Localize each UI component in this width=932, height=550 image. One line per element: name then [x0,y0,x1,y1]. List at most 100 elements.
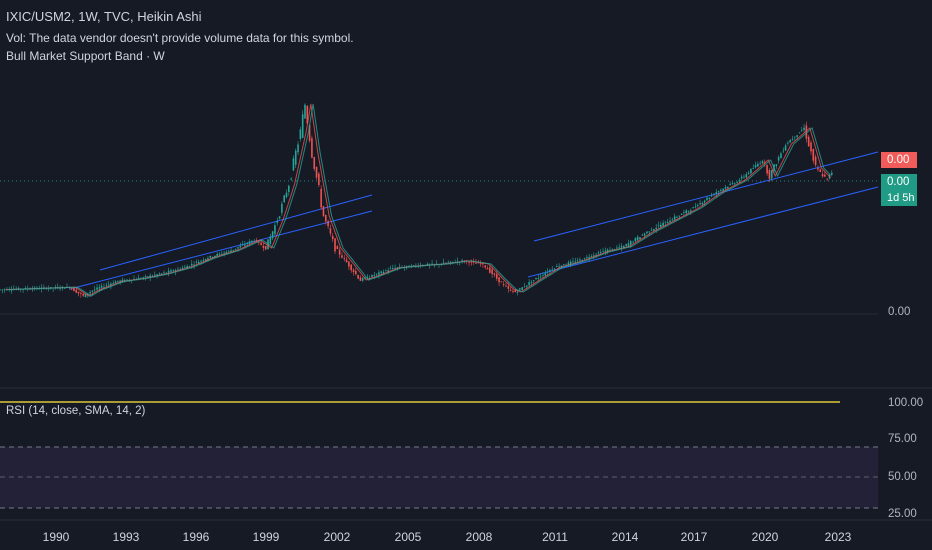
candle-body [257,241,260,243]
candle-body [775,164,778,167]
candle-body [814,156,817,166]
candle-body [105,285,108,287]
candle-body [572,261,574,263]
candle-body [782,150,785,152]
candle-body [241,244,244,246]
candle-body [181,267,184,270]
candle-body [294,150,297,165]
candle-body [255,240,258,242]
candle-body [348,261,350,267]
candle-body [230,250,232,252]
candle-body [114,281,117,284]
candle-body [87,293,89,296]
candle-body [373,275,376,277]
candle-body [694,206,697,208]
candle-body [96,287,98,290]
year-label: 2014 [611,530,639,544]
candle-body [170,270,172,272]
bull-market-support-band [5,103,831,297]
candle-body [283,195,285,203]
candle-body [662,222,664,226]
price-axis-label: 0.00 [888,306,911,318]
candle-body [59,288,61,289]
candle-body [355,270,357,275]
candle-body [486,268,489,270]
candle-body [789,140,791,143]
candle-body [546,271,549,273]
symbol-title[interactable]: IXIC/USM2, 1W, TVC, Heikin Ashi [6,9,202,24]
candle-body [676,216,678,218]
candle-body [172,270,175,272]
candle-body [190,263,193,266]
candle-body [338,249,341,255]
candle-body [498,277,500,283]
candle-body [650,229,653,231]
candle-body [690,210,692,212]
candle-body [606,249,609,252]
rsi-indicator-label[interactable]: RSI (14, close, SMA, 14, 2) [6,405,146,417]
candle-body [643,233,646,236]
candle-body [82,293,84,296]
indicator-label[interactable]: Bull Market Support Band · W [6,49,165,63]
candle-body [244,244,246,246]
candle-body [597,252,600,254]
candle-body [602,251,604,253]
trendline-2-upper [533,151,879,242]
candle-body [569,261,572,264]
candle-body [378,272,380,275]
year-label: 2017 [680,530,708,544]
candle-body [717,191,720,192]
candle-body [91,290,94,292]
candle-body [237,247,239,249]
rsi-tick-100: 100.00 [888,397,924,409]
candle-body [313,157,316,169]
year-label: 2023 [824,530,852,544]
candle-body [623,246,625,248]
candle-body [251,240,253,243]
candle-body [535,278,537,280]
candle-body [276,221,279,223]
candle-body [629,241,632,245]
candle-body [167,270,170,273]
candle-body [165,272,168,274]
candle-body [396,267,399,269]
candle-body [685,210,688,214]
year-label: 1990 [42,530,70,544]
candle-body [713,194,715,196]
candle-body [387,270,389,272]
candle-body [253,240,255,242]
candle-body [202,260,205,262]
candle-body [724,187,727,189]
trendline-2-lower [527,186,879,278]
candle-body [553,268,556,270]
candle-body [680,214,683,215]
candle-body [84,293,87,298]
candle-body [156,274,158,276]
candle-body [447,262,450,264]
candle-body [262,245,265,248]
candle-body [278,216,281,219]
candle-body [475,262,477,264]
candle-body [766,165,768,174]
candle-body [537,277,540,279]
candle-body [556,266,558,267]
year-label: 2011 [542,530,568,544]
candle-body [747,172,750,174]
year-label: 2020 [751,530,779,544]
candle-body [664,221,667,223]
candle-body [285,192,288,198]
year-label: 1996 [182,530,210,544]
candle-body [733,183,736,185]
candle-body [731,183,734,185]
candle-body [110,283,112,286]
candle-body [121,279,124,282]
candle-body [507,286,510,289]
candle-body [505,285,507,287]
candle-body [701,202,704,205]
candle-body [521,287,523,290]
candle-body [158,273,161,275]
year-label: 1993 [112,530,140,544]
rsi-tick-75: 75.00 [888,433,917,445]
